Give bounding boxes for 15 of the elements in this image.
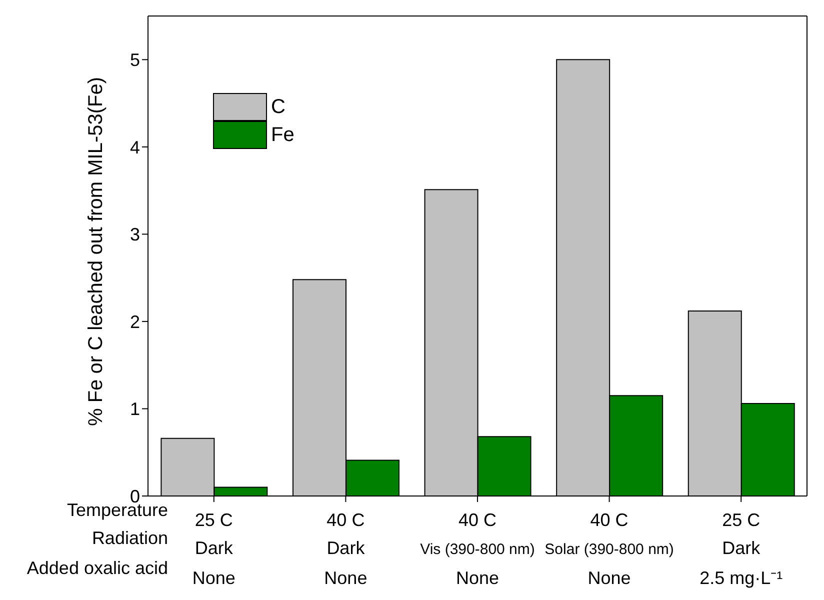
y-axis-title: % Fe or C leached out from MIL-53(Fe) bbox=[85, 76, 108, 426]
x-tick-label: 40 C Vis (390-800 nm) None bbox=[420, 510, 535, 588]
x-tick-label: 40 C Dark None bbox=[324, 510, 368, 588]
legend-label: Fe bbox=[271, 124, 294, 146]
x-tick-label: 40 C Solar (390-800 nm) None bbox=[544, 510, 674, 588]
y-tick-label: 3 bbox=[130, 224, 140, 245]
y-tick-label: 1 bbox=[130, 399, 140, 420]
text: Added oxalic acid bbox=[26, 558, 168, 579]
y-tick-label: 5 bbox=[130, 50, 140, 70]
text: Radiation bbox=[92, 528, 168, 549]
legend-label: C bbox=[271, 96, 286, 118]
y-tick-label: 2 bbox=[130, 312, 140, 332]
y-tick-label: 4 bbox=[130, 137, 140, 158]
x-tick-label: 25 C Dark None bbox=[192, 510, 236, 588]
x-tick-label: 25 C Dark 2.5 mg·L⁻¹ bbox=[700, 510, 783, 588]
